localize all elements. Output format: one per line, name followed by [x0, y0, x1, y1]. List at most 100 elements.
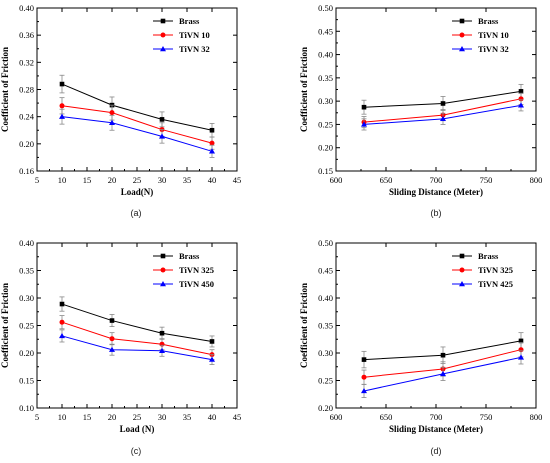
y-tick-label: 0.50 [318, 3, 333, 13]
y-tick-label: 0.40 [318, 293, 333, 303]
x-tick-label: 600 [330, 175, 343, 185]
data-point [361, 387, 367, 394]
panel-caption: (d) [431, 446, 442, 456]
y-tick-label: 0.16 [19, 166, 34, 176]
legend-label: TiVN 10 [478, 30, 509, 40]
legend-marker [160, 267, 166, 273]
data-point [361, 374, 367, 380]
series-tivn-425 [361, 350, 524, 398]
y-tick-label: 0.25 [19, 321, 34, 331]
series-tivn-450 [59, 329, 215, 365]
panel-caption: (c) [131, 446, 142, 456]
x-tick-label: 10 [58, 412, 67, 422]
y-tick-label: 0.45 [318, 266, 333, 276]
y-tick-label: 0.35 [318, 73, 333, 83]
legend-label: TiVN 450 [179, 279, 214, 289]
legend: Brass TiVN 10 TiVN 32 [452, 16, 509, 54]
y-axis-label: Coefficient of Friction [299, 47, 309, 132]
x-tick-label: 30 [158, 412, 167, 422]
data-point [59, 319, 65, 325]
x-tick-label: 800 [530, 175, 543, 185]
x-axis-label: Sliding Distance (Meter) [389, 187, 483, 197]
data-point [109, 119, 115, 125]
chart-panel-2: 600 650 700 750 800 0.15 0.20 0.25 0.30 0.35 0.40 0… [299, 3, 542, 218]
y-tick-label: 0.30 [19, 293, 34, 303]
data-point [159, 347, 165, 353]
legend-marker [160, 253, 166, 259]
y-axis-label: Coefficient of Friction [299, 283, 309, 368]
data-point [109, 336, 115, 342]
data-point [209, 339, 215, 344]
legend-label: Brass [478, 251, 499, 261]
legend-label: TiVN 325 [478, 265, 513, 275]
x-tick-label: 5 [35, 175, 39, 185]
legend-label: Brass [179, 16, 200, 26]
x-axis-label: Load (N) [120, 424, 155, 434]
legend-marker [160, 46, 166, 52]
x-tick-label: 650 [380, 175, 393, 185]
legend-label: Brass [478, 16, 499, 26]
data-point [440, 115, 446, 122]
y-tick-label: 0.20 [318, 403, 333, 413]
data-point [109, 110, 115, 116]
y-tick-label: 0.50 [318, 238, 333, 248]
chart-panel-3: 5 10 15 20 25 30 35 40 45 0.10 0.15 0.20 0.25 0.30 0.3… [0, 238, 241, 456]
x-tick-label: 600 [330, 412, 343, 422]
legend-label: Brass [179, 251, 200, 261]
y-axis-label: Coefficient of Friction [0, 47, 10, 132]
legend-marker [459, 18, 465, 24]
series-brass [59, 296, 215, 348]
data-point [109, 318, 115, 323]
legend-label: TiVN 425 [478, 279, 513, 289]
x-axis-label: Load(N) [121, 187, 154, 197]
y-tick-label: 0.36 [19, 30, 34, 40]
data-point [59, 113, 65, 119]
data-point [209, 148, 215, 154]
data-point [209, 127, 215, 133]
y-axis-label: Coefficient of Friction [0, 283, 10, 368]
y-tick-label: 0.28 [19, 85, 34, 95]
x-tick-label: 10 [58, 175, 67, 185]
series-line [61, 303, 213, 342]
x-tick-label: 25 [133, 175, 142, 185]
y-tick-label: 0.45 [318, 26, 333, 36]
y-tick-label: 0.40 [19, 238, 34, 248]
y-tick-label: 0.15 [19, 376, 34, 386]
series-line [61, 321, 213, 356]
legend-marker [459, 46, 465, 52]
y-tick-label: 0.10 [19, 403, 34, 413]
y-tick-label: 0.40 [19, 3, 34, 13]
x-tick-label: 30 [158, 175, 167, 185]
y-tick-label: 0.15 [318, 166, 333, 176]
data-point [518, 338, 524, 344]
data-point [159, 133, 165, 139]
y-tick-label: 0.30 [318, 348, 333, 358]
x-tick-label: 45 [233, 175, 242, 185]
data-point [361, 104, 367, 110]
y-tick-label: 0.32 [19, 57, 34, 67]
series-tivn-32 [361, 99, 524, 131]
data-point [209, 140, 215, 146]
legend-label: TiVN 32 [179, 44, 210, 54]
series-line [61, 335, 213, 361]
y-tick-label: 0.20 [19, 348, 34, 358]
y-tick-label: 0.35 [19, 266, 34, 276]
x-tick-label: 20 [108, 175, 117, 185]
x-tick-label: 15 [83, 175, 92, 185]
x-tick-label: 5 [35, 412, 39, 422]
legend-marker [459, 253, 465, 259]
y-tick-label: 0.25 [318, 376, 333, 386]
data-point [361, 121, 367, 127]
y-tick-label: 0.35 [318, 321, 333, 331]
x-tick-label: 35 [183, 175, 192, 185]
x-tick-label: 800 [530, 412, 543, 422]
x-tick-label: 45 [233, 412, 242, 422]
legend-marker [459, 32, 465, 38]
data-point [159, 117, 165, 122]
series-line [61, 105, 213, 144]
series-tivn-10 [59, 97, 215, 150]
legend-label: TiVN 10 [179, 30, 210, 40]
series-line [61, 83, 213, 131]
x-axis-label: Sliding Distance (Meter) [389, 424, 483, 434]
y-tick-label: 0.20 [19, 139, 34, 149]
